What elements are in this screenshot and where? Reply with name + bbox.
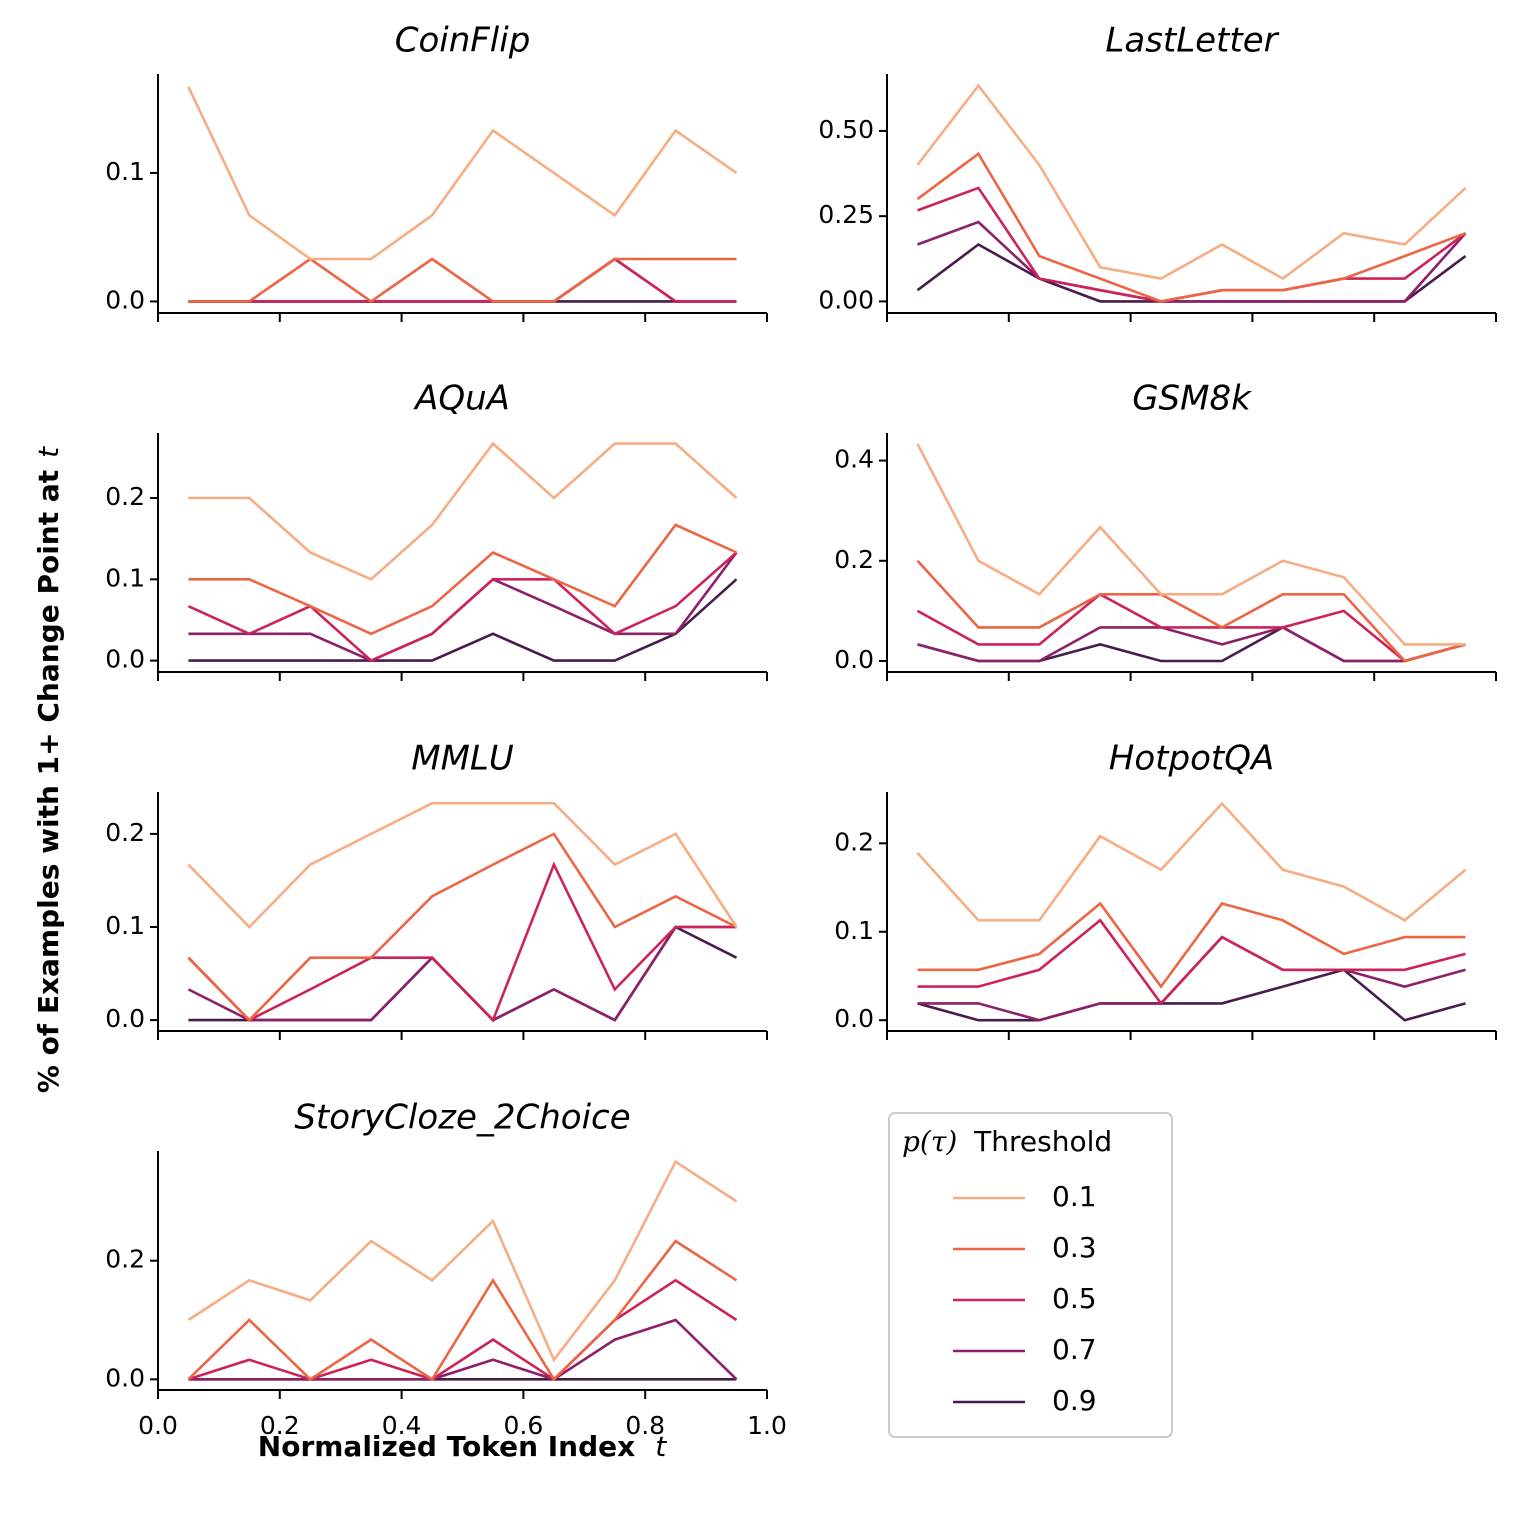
panel-storycloze-2choice: StoryCloze_2Choice 0.0 0.2 0.0 0.2 0.4 0.6 0.8 1… [105,1098,787,1441]
legend-label: 0.5 [1052,1282,1097,1315]
y-tick-label: 0.50 [818,115,874,144]
legend-entry: 0.7 [953,1333,1097,1366]
series-line-0-5 [916,592,1466,663]
series-line-0-9 [917,968,1466,1022]
legend-frame [888,1112,1173,1438]
series-line-0-5 [187,861,737,1023]
series-line-0-7 [917,626,1466,663]
series-line-0-5 [188,1278,738,1381]
y-tick-label: 0.1 [105,157,145,186]
series-line-0-5 [917,918,1466,1006]
series-line-0-7 [917,935,1466,1022]
series-line-0-5 [917,186,1467,303]
y-tick-label: 0.1 [834,916,874,945]
y-tick-label: 0.0 [834,1004,874,1033]
y-axis-label-var: t [32,446,65,458]
panel-title: MMLU [411,739,514,779]
x-axis-label: Normalized Token Index t [258,1430,667,1463]
legend-entry: 0.9 [953,1384,1097,1417]
y-tick-label: 0.0 [105,1363,145,1392]
y-tick-label: 0.2 [105,482,145,511]
panel-lastletter: LastLetter 0.00 0.25 0.50 [818,21,1497,322]
y-tick-label: 0.1 [105,911,145,940]
series-line-0-9 [188,578,738,662]
series-line-0-5 [188,257,737,303]
legend-label: 0.1 [1052,1180,1097,1213]
panel-title: StoryCloze_2Choice [294,1098,630,1138]
series-line-0-9 [188,925,738,1022]
y-tick-label: 0.2 [105,1245,145,1274]
x-tick-label: 0.4 [382,1411,422,1440]
x-axis-label-var: t [655,1430,667,1463]
series-line-0-3 [187,1239,738,1382]
series-line-0-3 [917,901,1466,989]
legend-label: 0.9 [1052,1384,1097,1417]
y-tick-label: 0.2 [105,818,145,847]
y-axis-label-text: % of Examples with 1+ Change Point at [32,470,65,1093]
legend-label: 0.3 [1052,1231,1097,1264]
series-line-0-1 [188,441,738,581]
series-line-0-7 [187,925,737,1022]
y-tick-label: 0.0 [105,285,145,314]
y-tick-label: 0.2 [834,545,874,574]
panel-hotpotqa: HotpotQA 0.0 0.1 0.2 [834,739,1497,1040]
x-tick-label: 0.6 [504,1411,544,1440]
panels: CoinFlip 0.0 0.1 LastLetter 0.00 0.25 0.50 AQuA… [105,21,1497,1441]
series-line-0-1 [916,801,1467,922]
x-axis-label-text: Normalized Token Index [258,1430,635,1463]
legend-entries: 0.1 0.3 0.5 0.7 0.9 [953,1180,1097,1417]
series-line-0-1 [187,1159,738,1363]
series-line-0-9 [916,242,1467,303]
series-line-0-3 [187,832,738,1022]
y-tick-label: 0.0 [105,645,145,674]
legend-title-text: Threshold [973,1125,1112,1158]
legend-title: p(τ) Threshold [902,1125,1112,1159]
x-tick-label: 0.8 [625,1411,665,1440]
x-tick-label: 0.2 [260,1411,300,1440]
x-tick-label: 1.0 [747,1411,787,1440]
y-tick-label: 0.0 [105,1004,145,1033]
panel-aqua: AQuA 0.0 0.1 0.2 [105,379,768,681]
y-tick-label: 0.4 [834,445,874,474]
legend-entry: 0.1 [953,1180,1097,1213]
panel-mmlu: MMLU 0.0 0.1 0.2 [105,739,768,1040]
y-tick-label: 0.00 [818,285,874,314]
series-line-0-1 [916,443,1466,646]
series-line-0-3 [916,151,1466,303]
panel-title: AQuA [413,379,510,419]
legend-label: 0.7 [1052,1333,1097,1366]
series-line-0-7 [917,220,1467,303]
panel-title: HotpotQA [1109,739,1274,779]
series-line-0-1 [187,86,738,261]
y-tick-label: 0.25 [818,200,874,229]
panel-title: CoinFlip [395,21,531,61]
legend: p(τ) Threshold 0.1 0.3 0.5 0.7 0.9 [888,1112,1173,1438]
legend-entry: 0.5 [953,1282,1097,1315]
legend-entry: 0.3 [953,1231,1097,1264]
series-line-0-1 [187,801,738,929]
series-line-0-3 [188,523,738,636]
series-line-0-5 [187,551,738,663]
y-tick-label: 0.1 [105,563,145,592]
y-axis-label: % of Examples with 1+ Change Point at t [32,446,65,1093]
panel-gsm8k: GSM8k 0.0 0.2 0.4 [834,379,1497,681]
series-line-0-7 [188,1318,738,1381]
panel-title: LastLetter [1105,21,1279,61]
y-tick-label: 0.2 [834,827,874,856]
legend-title-var: p(τ) [902,1125,957,1158]
series-line-0-3 [916,559,1466,663]
y-tick-label: 0.0 [834,645,874,674]
panel-coinflip: CoinFlip 0.0 0.1 [105,21,768,322]
series-line-0-1 [916,83,1467,281]
x-tick-label: 0.0 [138,1411,178,1440]
series-line-0-3 [188,257,737,303]
panel-title: GSM8k [1132,379,1252,419]
